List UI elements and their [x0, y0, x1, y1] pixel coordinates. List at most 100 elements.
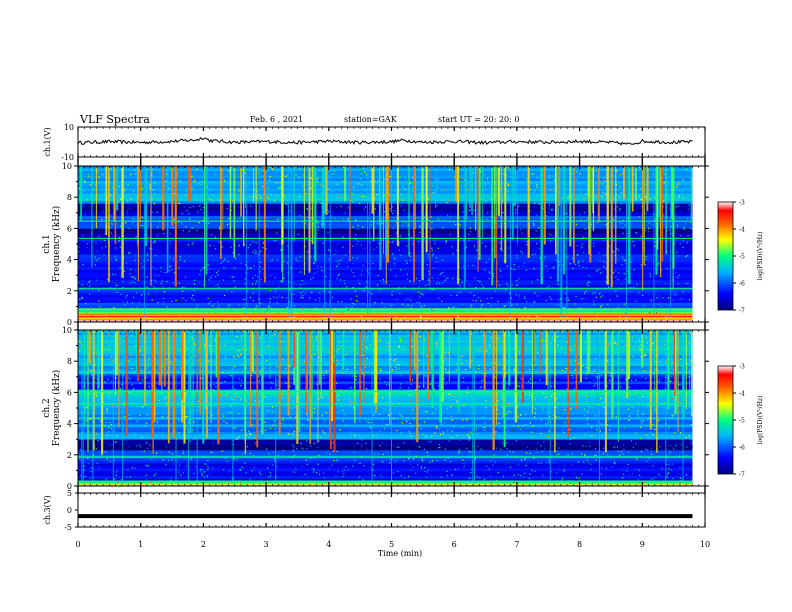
spectrogram-speckle [78, 281, 80, 283]
spectrogram-speckle [151, 197, 153, 199]
spectrogram-speckle [104, 374, 106, 376]
spectrogram-speckle [269, 298, 271, 300]
spectrogram-speckle [428, 417, 430, 420]
spectrogram-speckle [181, 212, 183, 215]
spectrogram-speckle [495, 290, 497, 292]
spectrogram-speckle [389, 208, 391, 210]
spectrogram-speckle [583, 433, 585, 435]
spectrogram-speckle [362, 303, 364, 305]
spectrogram-speckle [390, 359, 392, 361]
spectrogram-speckle [313, 256, 315, 258]
spectrogram-speckle [405, 260, 407, 262]
spectrogram-speckle [690, 442, 693, 444]
spectrogram-speckle [200, 363, 202, 365]
spectrogram-speckle [232, 200, 234, 202]
spectrogram-speckle [410, 307, 412, 309]
spectrogram-speckle [480, 387, 482, 389]
spectrogram-speckle [558, 468, 560, 470]
spectrogram-speckle [164, 166, 166, 168]
spectrogram-speckle [131, 281, 133, 283]
spectrogram-speckle [507, 285, 509, 287]
spectrogram-speckle [585, 377, 587, 380]
spectrogram-speckle [380, 474, 382, 476]
spectrogram-speckle [140, 294, 143, 296]
spectrogram-speckle [470, 231, 472, 233]
spectrogram-speckle [238, 206, 240, 208]
spectrogram-speckle [467, 418, 469, 420]
spectrogram-speckle [140, 446, 142, 448]
spectrogram-speckle [668, 464, 670, 466]
spectrogram-speckle [202, 239, 204, 241]
spectrogram-speckle [590, 307, 592, 309]
spheric-streak-full [290, 166, 292, 322]
spectrogram-speckle [678, 182, 680, 184]
spectrogram-speckle [437, 247, 439, 249]
spectrogram-speckle [527, 332, 529, 334]
spectrogram-speckle [112, 273, 114, 275]
spectrogram-speckle [445, 240, 447, 242]
spectrogram-speckle [408, 475, 410, 477]
spectrogram-speckle [427, 469, 429, 471]
spectrogram-speckle [642, 419, 644, 421]
spectrogram-speckle [628, 394, 630, 396]
spectrogram-speckle [347, 266, 349, 268]
spectrogram-speckle [637, 410, 639, 412]
spectrogram-speckle [317, 198, 319, 200]
spectrogram-speckle [676, 347, 678, 349]
spectrogram-speckle [90, 471, 92, 473]
spectrogram-speckle [316, 440, 318, 442]
spectrogram-speckle [171, 458, 173, 460]
spectrogram-speckle [230, 375, 232, 377]
spectrogram-speckle [391, 242, 393, 244]
spectrogram-band-row [78, 458, 693, 462]
spectrogram-speckle [437, 178, 439, 180]
spectrogram-speckle [601, 304, 603, 306]
spectrogram-speckle [272, 383, 274, 385]
spheric-streak [206, 166, 207, 273]
spectrogram-speckle [339, 345, 341, 347]
spectrogram-speckle [367, 271, 369, 273]
spectrogram-speckle [618, 272, 620, 274]
spectrogram-ytick-label: 6 [67, 388, 72, 397]
spectrogram-speckle [462, 304, 464, 306]
transmitter-line [78, 456, 693, 458]
spectrogram-speckle [353, 303, 355, 305]
spectrogram-speckle [446, 470, 448, 472]
spheric-streak [245, 166, 247, 208]
spectrogram-speckle [433, 239, 435, 241]
spectrogram-speckle [245, 422, 247, 424]
spectrogram-speckle [393, 219, 395, 221]
spectrogram-speckle [287, 433, 290, 435]
spectrogram-speckle [622, 232, 624, 234]
spectrogram-speckle [448, 393, 450, 395]
spectrogram-speckle [204, 266, 206, 268]
spectrogram-speckle [259, 261, 262, 263]
spectrogram-speckle [419, 479, 421, 481]
spectrogram-speckle [281, 442, 283, 444]
spectrogram-speckle [271, 406, 273, 408]
spectrogram-speckle [319, 184, 321, 186]
spheric-streak [161, 330, 163, 395]
spectrogram-speckle [313, 343, 315, 345]
spectrogram-speckle [442, 431, 444, 433]
spectrogram-speckle [303, 368, 306, 370]
spectrogram-speckle [644, 184, 646, 186]
spectrogram-speckle [425, 284, 427, 286]
spectrogram-speckle [136, 201, 138, 203]
spectrogram-speckle [425, 476, 428, 478]
spectrogram-speckle [173, 272, 175, 274]
spectrogram-speckle [228, 218, 230, 220]
spectrogram-speckle [603, 447, 605, 449]
spheric-streak [611, 330, 614, 418]
spectrogram-speckle [129, 381, 131, 383]
spectrogram-speckle [190, 458, 192, 460]
spectrogram-speckle [484, 183, 486, 185]
spectrogram-band-row [78, 368, 693, 372]
spectrogram-speckle [141, 216, 143, 219]
spectrogram-speckle [664, 282, 666, 285]
spectrogram-speckle [682, 197, 684, 199]
spectrogram-speckle [335, 265, 337, 267]
spheric-streak [303, 166, 305, 275]
spectrogram-speckle [143, 450, 145, 452]
spectrogram-speckle [354, 459, 356, 461]
